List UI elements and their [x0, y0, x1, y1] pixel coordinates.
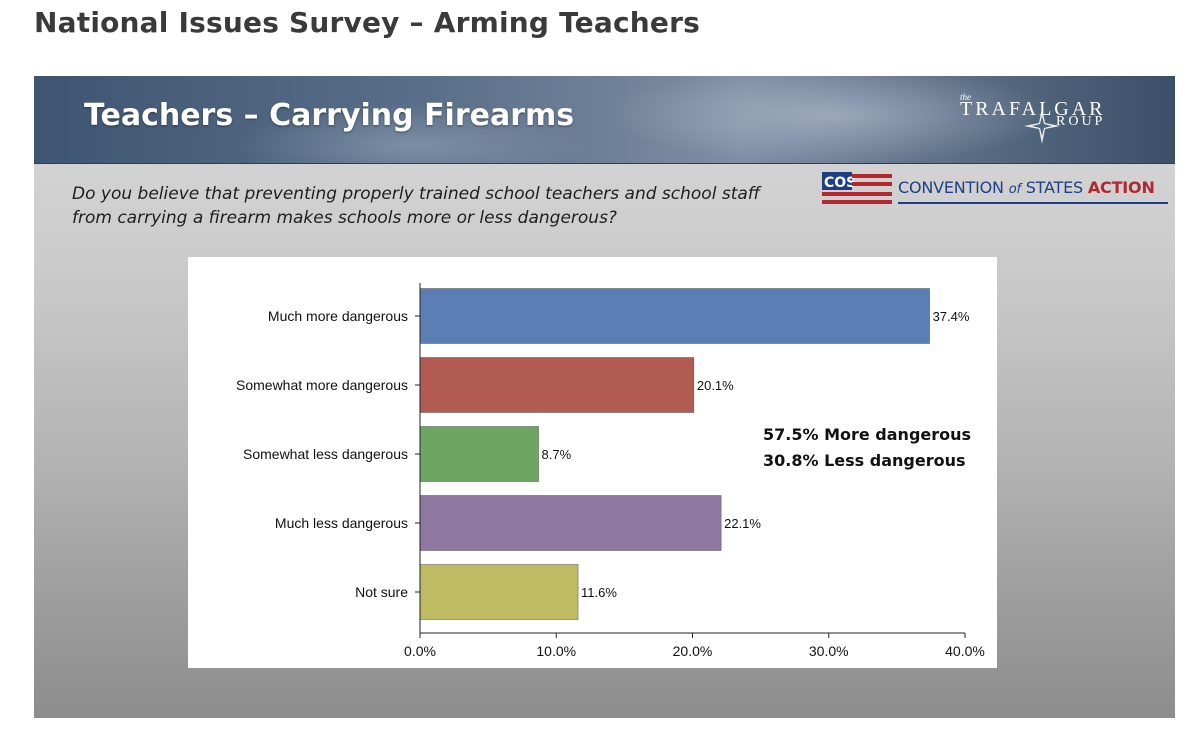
- survey-slide: Teachers – Carrying Firearms the TRAFALG…: [34, 76, 1175, 718]
- bar-value-label-4: 11.6%: [581, 585, 617, 600]
- summary-box: 57.5% More dangerous 30.8% Less dangerou…: [763, 422, 971, 474]
- category-label-2: Somewhat less dangerous: [243, 446, 408, 462]
- bar-3: [419, 495, 722, 551]
- summary-more-dangerous: 57.5% More dangerous: [763, 425, 972, 444]
- question-line-1: Do you believe that preventing properly …: [72, 184, 761, 204]
- compass-rose-icon: [1024, 108, 1060, 144]
- cos-text-convention: CONVENTION: [898, 178, 1009, 197]
- survey-question: Do you believe that preventing properly …: [72, 182, 760, 230]
- cos-text-of: of: [1008, 182, 1021, 197]
- bar-value-label-3: 22.1%: [724, 516, 761, 531]
- category-label-0: Much more dangerous: [268, 308, 408, 324]
- bar-2: [419, 426, 539, 482]
- convention-of-states-logo: COS CONVENTION of STATES ACTION: [822, 172, 1170, 208]
- x-tick-label-4: 40.0%: [945, 643, 985, 659]
- trafalgar-logo-line1: TRAFALGAR: [960, 98, 1106, 120]
- chart-panel: 37.4% Much more dangerous 20.1% Somewhat mo…: [188, 257, 997, 668]
- cos-logo-text: CONVENTION of STATES ACTION: [898, 178, 1155, 197]
- cos-logo-underline: [898, 202, 1168, 204]
- category-label-3: Much less dangerous: [275, 515, 408, 531]
- trafalgar-group-logo: the TRAFALGAR ROUP: [954, 92, 1154, 148]
- x-tick-label-1: 10.0%: [536, 643, 576, 659]
- x-tick-label-0: 0.0%: [404, 643, 436, 659]
- cos-flag-icon: COS: [822, 172, 892, 204]
- cos-flag-text: COS: [824, 175, 856, 191]
- cos-text-states: STATES: [1020, 178, 1088, 197]
- bar-4: [419, 564, 579, 620]
- bar-1: [419, 357, 695, 413]
- bar-value-label-2: 8.7%: [542, 447, 572, 462]
- x-tick-label-3: 30.0%: [809, 643, 849, 659]
- trafalgar-logo-line2: ROUP: [1056, 114, 1106, 129]
- category-label-1: Somewhat more dangerous: [236, 377, 408, 393]
- summary-less-dangerous: 30.8% Less dangerous: [763, 451, 966, 470]
- trafalgar-logo-the: the: [960, 92, 971, 102]
- bar-value-label-0: 37.4%: [933, 309, 970, 324]
- page-title: National Issues Survey – Arming Teachers: [34, 6, 700, 39]
- bar-value-label-1: 20.1%: [697, 378, 734, 393]
- question-line-2: from carrying a firearm makes schools mo…: [72, 208, 617, 228]
- bar-chart: 37.4% Much more dangerous 20.1% Somewhat mo…: [236, 283, 985, 659]
- bar-0: [419, 288, 930, 344]
- x-tick-label-2: 20.0%: [673, 643, 713, 659]
- slide-banner: Teachers – Carrying Firearms the TRAFALG…: [34, 76, 1175, 164]
- category-label-4: Not sure: [355, 584, 408, 600]
- slide-title: Teachers – Carrying Firearms: [84, 98, 575, 133]
- cos-text-action: ACTION: [1087, 178, 1155, 197]
